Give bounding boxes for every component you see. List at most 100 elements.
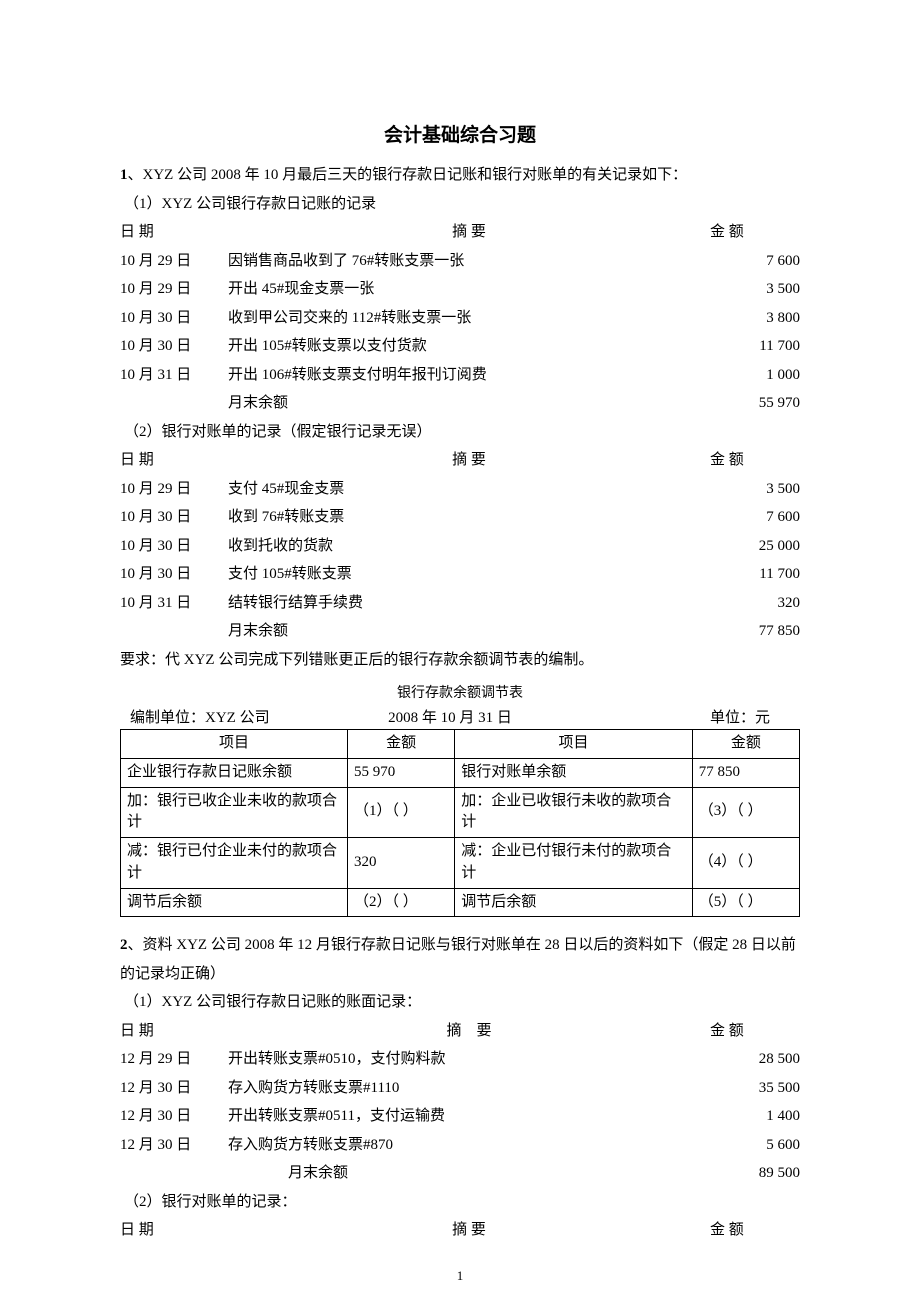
cell-desc: 存入购货方转账支票#1110 [228, 1074, 710, 1103]
cell-desc: 月末余额 [228, 617, 710, 646]
cell-amt: 3 500 [710, 475, 800, 504]
cell-desc: 收到托收的货款 [228, 532, 710, 561]
q1-heading: 1、XYZ 公司 2008 年 10 月最后三天的银行存款日记账和银行对账单的有… [120, 161, 800, 190]
page-title: 会计基础综合习题 [120, 120, 800, 147]
table-row: 12 月 30 日开出转账支票#0511，支付运输费1 400 [120, 1102, 800, 1131]
cell-date: 10 月 30 日 [120, 560, 228, 589]
recon-hdr-amt-r: 金额 [692, 730, 799, 759]
table-row: 减：银行已付企业未付的款项合计 320 减：企业已付银行未付的款项合计 （4）（… [121, 838, 800, 889]
table-row: 12 月 29 日开出转账支票#0510，支付购料款28 500 [120, 1045, 800, 1074]
col-header-amt: 金 额 [710, 218, 800, 247]
cell-desc: 开出 106#转账支票支付明年报刊订阅费 [228, 361, 710, 390]
cell-date: 12 月 30 日 [120, 1131, 228, 1160]
table-row: 10 月 29 日支付 45#现金支票3 500 [120, 475, 800, 504]
cell-amt: 1 400 [710, 1102, 800, 1131]
cell-amt: 1 000 [710, 361, 800, 390]
cell-date [120, 617, 228, 646]
table-row: 10 月 29 日因销售商品收到了 76#转账支票一张7 600 [120, 247, 800, 276]
cell-desc: 开出 105#转账支票以支付货款 [228, 332, 710, 361]
recon-caption: 银行存款余额调节表 [120, 682, 800, 702]
q2-part2-label: （2）银行对账单的记录： [120, 1188, 800, 1217]
cell-desc: 开出转账支票#0510，支付购料款 [228, 1045, 710, 1074]
recon-cell: （5）（ ） [692, 888, 799, 917]
cell-amt: 3 800 [710, 304, 800, 333]
recon-cell: 银行对账单余额 [455, 758, 692, 787]
table-row: 12 月 30 日存入购货方转账支票#111035 500 [120, 1074, 800, 1103]
col-header-desc: 摘 要 [228, 218, 710, 247]
cell-date: 12 月 30 日 [120, 1074, 228, 1103]
q2-num: 2 [120, 937, 128, 953]
cell-date: 10 月 30 日 [120, 503, 228, 532]
q2-heading-text: 、资料 XYZ 公司 2008 年 12 月银行存款日记账与银行对账单在 28 … [120, 937, 796, 982]
col-header-desc: 摘 要 [228, 1017, 710, 1046]
recon-hdr-item-r: 项目 [455, 730, 692, 759]
q1-journal-table: 日 期 摘 要 金 额 10 月 29 日因销售商品收到了 76#转账支票一张7… [120, 218, 800, 418]
recon-cell: （3）（ ） [692, 787, 799, 838]
recon-cell: 加：银行已收企业未收的款项合计 [121, 787, 348, 838]
cell-date: 10 月 31 日 [120, 361, 228, 390]
recon-meta-left: 编制单位：XYZ 公司 [120, 706, 343, 727]
table-row: 10 月 30 日收到托收的货款25 000 [120, 532, 800, 561]
recon-cell: 减：企业已付银行未付的款项合计 [455, 838, 692, 889]
col-header-desc: 摘 要 [228, 446, 710, 475]
col-header-amt: 金 额 [710, 1216, 800, 1245]
q2-journal-table: 日 期 摘 要 金 额 12 月 29 日开出转账支票#0510，支付购料款28… [120, 1017, 800, 1188]
cell-desc: 支付 45#现金支票 [228, 475, 710, 504]
cell-amt: 320 [710, 589, 800, 618]
table-row: 10 月 31 日开出 106#转账支票支付明年报刊订阅费1 000 [120, 361, 800, 390]
table-row: 企业银行存款日记账余额 55 970 银行对账单余额 77 850 [121, 758, 800, 787]
recon-cell: 调节后余额 [121, 888, 348, 917]
cell-date: 10 月 31 日 [120, 589, 228, 618]
cell-date: 10 月 29 日 [120, 475, 228, 504]
table-row: 10 月 30 日收到 76#转账支票7 600 [120, 503, 800, 532]
table-row: 月末余额89 500 [120, 1159, 800, 1188]
cell-date: 12 月 30 日 [120, 1102, 228, 1131]
cell-amt: 55 970 [710, 389, 800, 418]
q2-part1-label: （1）XYZ 公司银行存款日记账的账面记录： [120, 988, 800, 1017]
table-row: 日 期 摘 要 金 额 [120, 1017, 800, 1046]
cell-desc: 支付 105#转账支票 [228, 560, 710, 589]
col-header-date: 日 期 [120, 446, 228, 475]
cell-desc: 结转银行结算手续费 [228, 589, 710, 618]
cell-date: 10 月 29 日 [120, 247, 228, 276]
table-row: 10 月 29 日开出 45#现金支票一张3 500 [120, 275, 800, 304]
table-row: 日 期 摘 要 金 额 [120, 218, 800, 247]
recon-cell: 加：企业已收银行未收的款项合计 [455, 787, 692, 838]
cell-amt: 7 600 [710, 503, 800, 532]
recon-cell: （2）（ ） [348, 888, 455, 917]
cell-date [120, 1159, 228, 1188]
col-header-amt: 金 额 [710, 446, 800, 475]
cell-amt: 11 700 [710, 332, 800, 361]
cell-desc: 存入购货方转账支票#870 [228, 1131, 710, 1160]
table-row: 10 月 30 日开出 105#转账支票以支付货款11 700 [120, 332, 800, 361]
table-row: 日 期 摘 要 金 额 [120, 1216, 800, 1245]
table-row: 10 月 30 日支付 105#转账支票11 700 [120, 560, 800, 589]
cell-date: 10 月 30 日 [120, 304, 228, 333]
recon-meta: 编制单位：XYZ 公司 2008 年 10 月 31 日 单位：元 [120, 706, 800, 727]
cell-amt: 77 850 [710, 617, 800, 646]
recon-cell: （1）（ ） [348, 787, 455, 838]
q1-part2-label: （2）银行对账单的记录（假定银行记录无误） [120, 418, 800, 447]
reconciliation-table: 项目 金额 项目 金额 企业银行存款日记账余额 55 970 银行对账单余额 7… [120, 729, 800, 917]
cell-desc: 月末余额 [228, 389, 710, 418]
cell-desc: 开出转账支票#0511，支付运输费 [228, 1102, 710, 1131]
cell-date [120, 389, 228, 418]
page-number: 1 [0, 1268, 920, 1284]
cell-amt: 25 000 [710, 532, 800, 561]
table-row: 日 期 摘 要 金 额 [120, 446, 800, 475]
col-header-date: 日 期 [120, 218, 228, 247]
col-header-date: 日 期 [120, 1216, 228, 1245]
q1-num: 1 [120, 167, 128, 183]
q1-heading-text: 、XYZ 公司 2008 年 10 月最后三天的银行存款日记账和银行对账单的有关… [128, 167, 688, 183]
cell-amt: 11 700 [710, 560, 800, 589]
table-row: 10 月 30 日收到甲公司交来的 112#转账支票一张3 800 [120, 304, 800, 333]
recon-cell: 企业银行存款日记账余额 [121, 758, 348, 787]
q2-bank-header: 日 期 摘 要 金 额 [120, 1216, 800, 1245]
recon-cell: 320 [348, 838, 455, 889]
q1-bank-table: 日 期 摘 要 金 额 10 月 29 日支付 45#现金支票3 500 10 … [120, 446, 800, 646]
cell-desc: 收到 76#转账支票 [228, 503, 710, 532]
recon-hdr-item-l: 项目 [121, 730, 348, 759]
cell-desc: 因销售商品收到了 76#转账支票一张 [228, 247, 710, 276]
q1-part1-label: （1）XYZ 公司银行存款日记账的记录 [120, 190, 800, 219]
cell-amt: 35 500 [710, 1074, 800, 1103]
